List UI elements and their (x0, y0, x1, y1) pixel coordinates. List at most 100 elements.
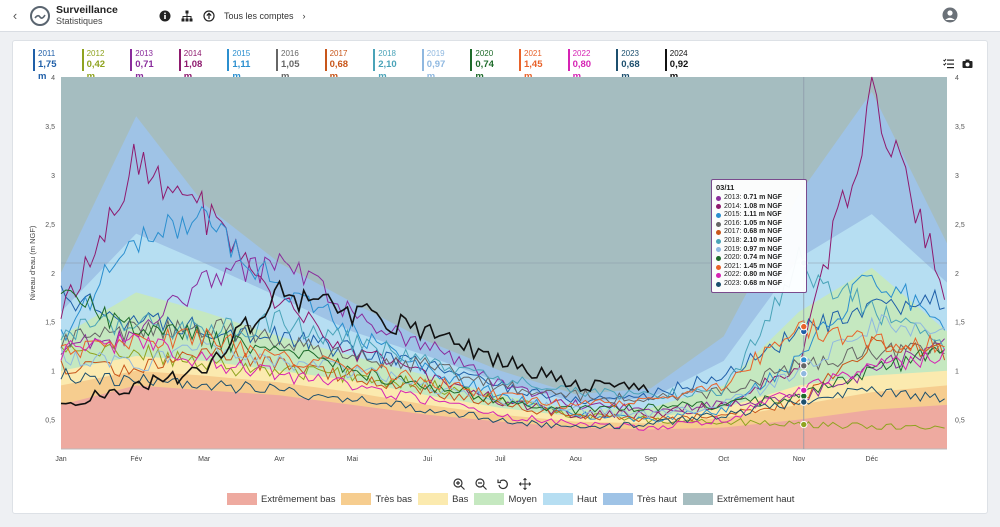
year-legend-year: 2012 (86, 49, 105, 58)
year-legend-item[interactable]: 2022 0,80 m (567, 49, 591, 82)
x-month-label: Mar (198, 456, 211, 463)
x-month-label: Aou (569, 456, 582, 463)
band-legend-label: Moyen (508, 493, 537, 505)
tooltip-dot (716, 238, 721, 244)
band-legend-swatch (418, 493, 449, 505)
year-legend-value: 0,42 m (86, 59, 106, 82)
tooltip-row: 2016: 1.05 m NGF (716, 220, 802, 229)
year-legend-item[interactable]: 2012 0,42 m (81, 49, 105, 82)
year-legend-year: 2017 (329, 49, 348, 58)
tooltip-value: 0.68 m NGF (743, 228, 783, 236)
x-month-label: Nov (793, 456, 806, 463)
year-legend-value: 0,80 m (572, 59, 592, 82)
tooltip-value: 2.10 m NGF (743, 236, 783, 244)
zoom-out-icon[interactable] (475, 477, 487, 490)
zoom-in-icon[interactable] (453, 477, 465, 490)
tooltip-label: 2019: (724, 245, 742, 253)
band-legend-item[interactable]: Moyen (474, 493, 537, 505)
tooltip-value: 1.11 m NGF (743, 211, 782, 219)
tooltip-row: 2015: 1.11 m NGF (716, 211, 802, 220)
year-legend-item[interactable]: 2020 0,74 m (470, 49, 494, 82)
year-legend-item[interactable]: 2013 0,71 m (130, 49, 154, 82)
band-legend-label: Très bas (375, 493, 413, 505)
year-legend-value: 1,08 m (183, 59, 203, 82)
year-legend-value: 0,97 m (426, 59, 446, 82)
year-legend-item[interactable]: 2014 1,08 m (178, 49, 202, 82)
band-legend-item[interactable]: Bas (418, 493, 468, 505)
tooltip-dot (716, 247, 721, 253)
tooltip-row: 2017: 0.68 m NGF (716, 228, 802, 237)
band-legend-label: Extrêmement bas (261, 493, 336, 505)
series-line-2021 (60, 317, 945, 409)
series-line-2020 (60, 289, 945, 415)
tooltip-value: 0.97 m NGF (743, 245, 783, 253)
x-month-label: Mai (347, 456, 359, 463)
pan-icon[interactable] (518, 477, 532, 491)
breadcrumb-all-accounts[interactable]: Tous les comptes (224, 10, 294, 21)
tooltip-label: 2015: (724, 211, 742, 219)
tooltip-dot (716, 255, 721, 261)
year-legend-item[interactable]: 2016 1,05 m (276, 49, 300, 82)
zoom-controls (453, 477, 532, 491)
info-icon[interactable] (158, 9, 171, 22)
header-tools: Tous les comptes › (158, 9, 306, 22)
year-legend-year: 2023 (621, 49, 639, 58)
hover-point (800, 386, 808, 394)
y-tick-label-right: 3,5 (955, 124, 965, 131)
back-chevron-icon[interactable]: ‹ (12, 8, 18, 23)
upload-circle-icon[interactable] (202, 9, 215, 22)
y-tick-label-left: 2 (51, 271, 55, 278)
tooltip-row: 2013: 0.71 m NGF (716, 194, 802, 203)
hierarchy-icon[interactable] (180, 9, 193, 22)
user-avatar-icon[interactable] (942, 7, 958, 23)
tooltip-dot (716, 230, 721, 236)
hover-point (800, 362, 808, 370)
y-tick-label-left: 1,5 (45, 320, 55, 327)
x-month-label: Juil (495, 456, 506, 463)
band-legend: Extrêmement bas Très bas Bas Moyen Haut Très … (227, 493, 794, 505)
year-legend-value: 1,45 m (524, 59, 543, 82)
year-legend-item[interactable]: 2021 1,45 m (519, 49, 543, 82)
year-legend-year: 2022 (572, 49, 591, 58)
hover-point (800, 398, 808, 406)
year-legend-year: 2014 (183, 49, 202, 58)
series-line-2017 (60, 335, 946, 423)
page-title: Surveillance (56, 3, 118, 16)
band-legend-item[interactable]: Haut (542, 493, 597, 505)
year-legend-item[interactable]: 2018 2,10 m (373, 49, 397, 82)
series-line-2022 (60, 333, 946, 431)
year-legend-year: 2019 (426, 49, 445, 58)
series-line-2013 (60, 252, 945, 413)
band-legend-swatch (542, 493, 573, 505)
tooltip-row: 2020: 0.74 m NGF (716, 254, 802, 263)
tooltip-date: 03/11 (716, 183, 735, 192)
x-month-label: Fév (130, 456, 142, 463)
chevron-right-icon[interactable]: › (302, 10, 306, 21)
list-check-icon[interactable] (943, 56, 954, 69)
band-legend-item[interactable]: Extrêmement haut (682, 493, 794, 505)
y-tick-label-right: 2 (955, 271, 959, 278)
band-legend-swatch (603, 493, 634, 505)
reset-zoom-icon[interactable] (497, 477, 509, 490)
tooltip-label: 2021: (724, 262, 742, 270)
band-legend-swatch (227, 493, 257, 505)
y-tick-label-left: 4 (51, 75, 55, 82)
tooltip-label: 2023: (724, 279, 742, 287)
band-legend-item[interactable]: Très haut (603, 493, 677, 505)
year-legend-item[interactable]: 2023 0,68 m (616, 49, 640, 82)
year-legend-item[interactable]: 2024 0,92 m (664, 49, 688, 82)
band-legend-item[interactable]: Très bas (341, 493, 412, 505)
tooltip-row: 2021: 1.45 m NGF (716, 263, 802, 272)
tooltip-label: 2017: (724, 228, 742, 236)
year-legend-year: 2016 (281, 49, 299, 58)
year-legend-item[interactable]: 2015 1,11 m (227, 49, 250, 82)
series-line-2023 (60, 367, 945, 430)
year-legend-item[interactable]: 2011 1,75 m (33, 49, 57, 82)
year-legend-value: 0,71 m (135, 59, 154, 82)
top-bar: ‹ Surveillance Statistiques Tous les com… (0, 0, 1000, 32)
camera-icon[interactable] (962, 56, 973, 68)
band-legend-item[interactable]: Extrêmement bas (227, 493, 335, 505)
year-legend-item[interactable]: 2017 0,68 m (324, 49, 348, 82)
year-legend-item[interactable]: 2019 0,97 m (421, 49, 445, 82)
tooltip-value: 0.71 m NGF (743, 194, 783, 201)
